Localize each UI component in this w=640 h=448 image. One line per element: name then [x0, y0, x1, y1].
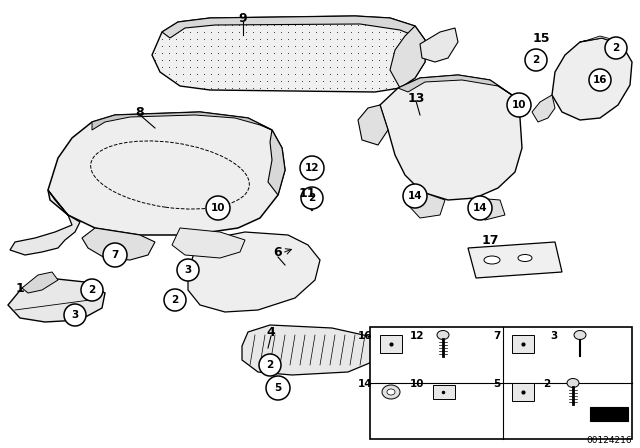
Text: 2: 2: [308, 193, 316, 203]
Text: 2: 2: [532, 55, 540, 65]
Polygon shape: [268, 130, 285, 195]
Ellipse shape: [518, 254, 532, 262]
Polygon shape: [408, 192, 445, 218]
Bar: [370, 327, 632, 439]
Text: 4: 4: [267, 327, 275, 340]
Circle shape: [507, 93, 531, 117]
Text: 2: 2: [612, 43, 620, 53]
Text: 2: 2: [266, 360, 274, 370]
Text: 10: 10: [211, 203, 225, 213]
Polygon shape: [380, 75, 522, 200]
Circle shape: [525, 49, 547, 71]
Circle shape: [206, 196, 230, 220]
Polygon shape: [188, 232, 320, 312]
Polygon shape: [48, 112, 285, 235]
Circle shape: [266, 376, 290, 400]
Polygon shape: [532, 95, 555, 122]
Circle shape: [81, 279, 103, 301]
Circle shape: [64, 304, 86, 326]
Polygon shape: [82, 228, 155, 260]
Polygon shape: [22, 272, 58, 293]
Text: 12: 12: [305, 163, 319, 173]
Text: 1: 1: [15, 281, 24, 294]
Text: 3: 3: [184, 265, 191, 275]
Ellipse shape: [574, 331, 586, 340]
Circle shape: [403, 184, 427, 208]
Ellipse shape: [382, 385, 400, 399]
Polygon shape: [10, 190, 80, 255]
Text: 16: 16: [358, 331, 372, 341]
Text: 3: 3: [72, 310, 79, 320]
Text: 5: 5: [275, 383, 282, 393]
Text: 14: 14: [408, 191, 422, 201]
Polygon shape: [470, 198, 505, 220]
Text: 16: 16: [593, 75, 607, 85]
Circle shape: [301, 187, 323, 209]
Text: 10: 10: [410, 379, 424, 389]
Circle shape: [103, 243, 127, 267]
Polygon shape: [8, 278, 105, 322]
Polygon shape: [468, 242, 562, 278]
Polygon shape: [390, 26, 425, 88]
Text: 15: 15: [532, 31, 550, 44]
Circle shape: [589, 69, 611, 91]
Text: 11: 11: [298, 186, 316, 199]
Text: 6: 6: [274, 246, 282, 259]
Text: 13: 13: [407, 91, 425, 104]
Circle shape: [468, 196, 492, 220]
FancyBboxPatch shape: [380, 335, 402, 353]
Polygon shape: [580, 36, 622, 45]
Ellipse shape: [567, 379, 579, 388]
Text: 7: 7: [493, 331, 500, 341]
Text: 8: 8: [136, 105, 144, 119]
Text: 14: 14: [473, 203, 487, 213]
Text: 3: 3: [550, 331, 557, 341]
FancyBboxPatch shape: [512, 335, 534, 353]
Text: 12: 12: [410, 331, 424, 341]
Polygon shape: [242, 325, 378, 375]
Circle shape: [300, 156, 324, 180]
Polygon shape: [152, 16, 425, 92]
Polygon shape: [398, 75, 512, 95]
Text: 00124216: 00124216: [586, 436, 632, 445]
Text: 2: 2: [88, 285, 95, 295]
Text: 2: 2: [543, 379, 550, 389]
Circle shape: [164, 289, 186, 311]
Text: 10: 10: [512, 100, 526, 110]
Polygon shape: [358, 105, 388, 145]
Text: 9: 9: [239, 12, 247, 25]
Text: 5: 5: [493, 379, 500, 389]
Polygon shape: [172, 228, 245, 258]
Text: 14: 14: [358, 379, 372, 389]
Polygon shape: [92, 112, 272, 130]
Circle shape: [177, 259, 199, 281]
FancyBboxPatch shape: [590, 407, 628, 421]
Text: 7: 7: [111, 250, 118, 260]
Ellipse shape: [484, 256, 500, 264]
FancyBboxPatch shape: [512, 383, 534, 401]
Circle shape: [259, 354, 281, 376]
Polygon shape: [420, 28, 458, 62]
FancyBboxPatch shape: [433, 385, 455, 399]
Ellipse shape: [387, 389, 395, 395]
Ellipse shape: [437, 331, 449, 340]
Text: 17: 17: [481, 233, 499, 246]
Circle shape: [605, 37, 627, 59]
Text: 2: 2: [172, 295, 179, 305]
Polygon shape: [552, 38, 632, 120]
Polygon shape: [162, 16, 425, 40]
